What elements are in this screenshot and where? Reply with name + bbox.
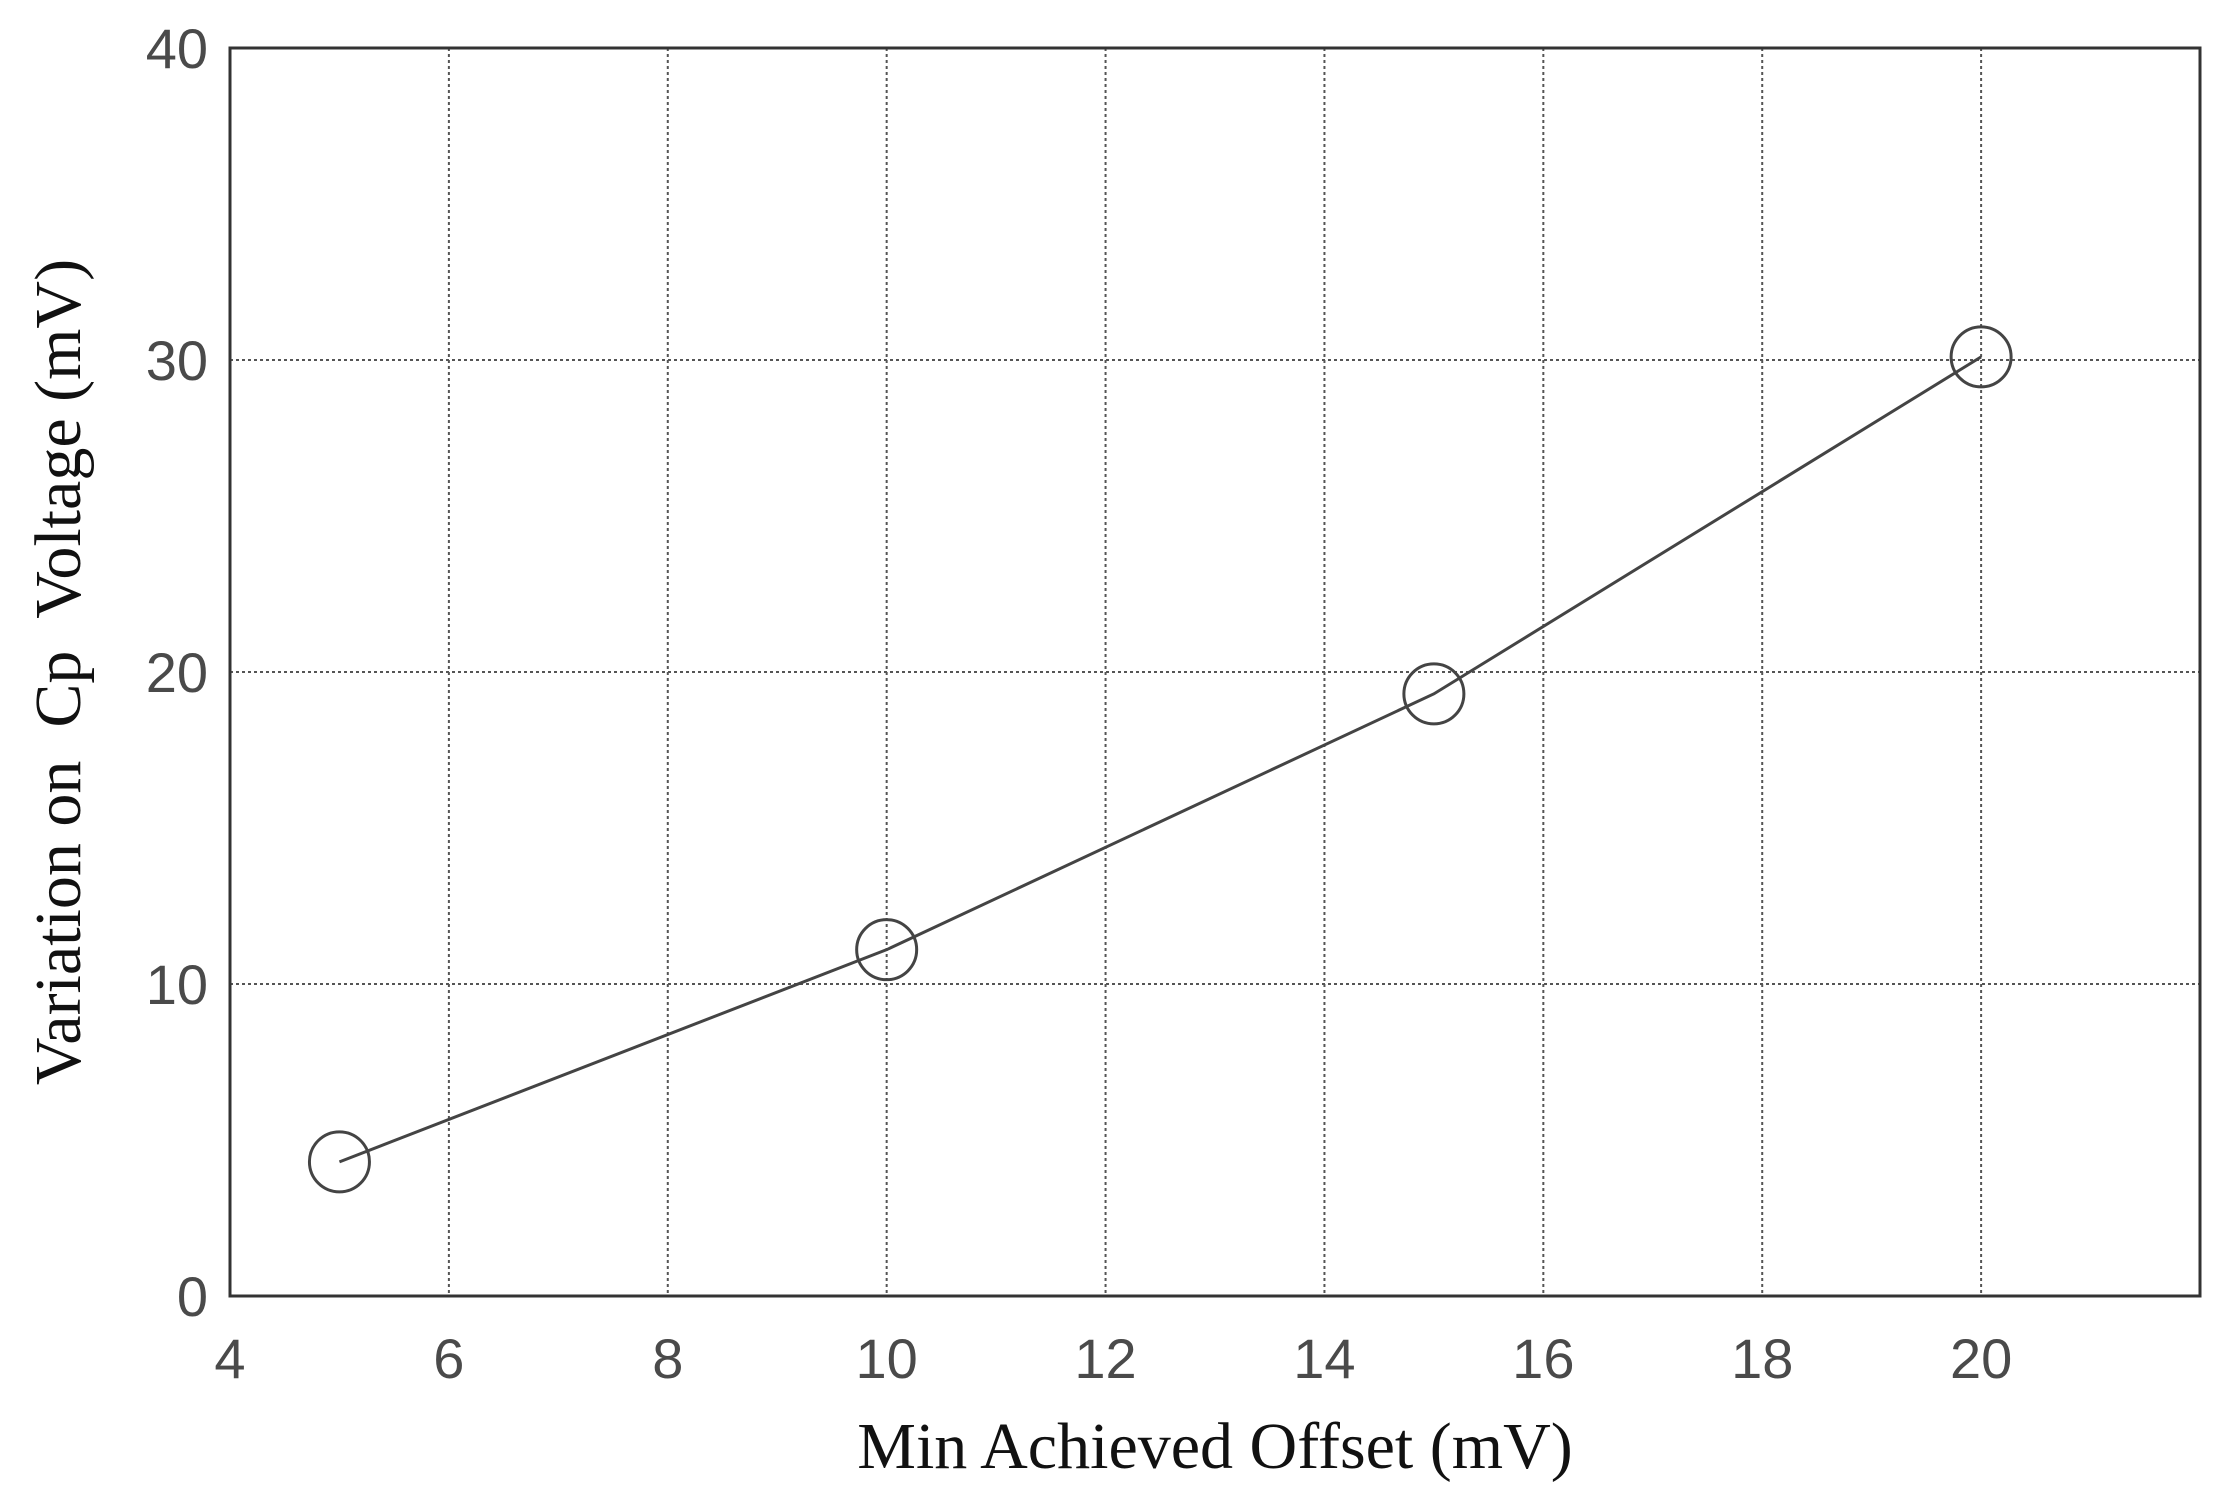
x-tick-label: 20 — [1950, 1327, 2012, 1390]
series-line — [338, 355, 1982, 1164]
x-tick-label: 8 — [652, 1327, 683, 1390]
y-tick-label: 10 — [146, 953, 208, 1016]
y-tick-label: 20 — [146, 641, 208, 704]
data-point-marker — [855, 918, 919, 982]
y-tick-label: 40 — [146, 17, 208, 80]
x-tick-label: 10 — [856, 1327, 918, 1390]
y-axis-title: Variation on Cp Voltage (mV) — [22, 259, 95, 1085]
x-tick-label: 12 — [1074, 1327, 1136, 1390]
y-tick-label: 0 — [177, 1265, 208, 1328]
data-point-marker — [1402, 662, 1466, 726]
x-tick-label: 6 — [433, 1327, 464, 1390]
x-tick-label: 16 — [1512, 1327, 1574, 1390]
y-tick-label: 30 — [146, 329, 208, 392]
x-axis-title: Min Achieved Offset (mV) — [857, 1410, 1572, 1483]
data-point-marker — [307, 1130, 371, 1194]
x-tick-label: 14 — [1293, 1327, 1355, 1390]
x-tick-label: 18 — [1731, 1327, 1793, 1390]
plot-area-frame — [228, 46, 2202, 1298]
x-tick-label: 4 — [214, 1327, 245, 1390]
series-layer — [307, 325, 2013, 1194]
tick-labels: 4 6 8 10 12 14 16 18 20 0 10 20 30 40 — [146, 17, 2013, 1390]
data-point-marker — [1949, 325, 2013, 389]
grid-layer — [230, 48, 2200, 1296]
